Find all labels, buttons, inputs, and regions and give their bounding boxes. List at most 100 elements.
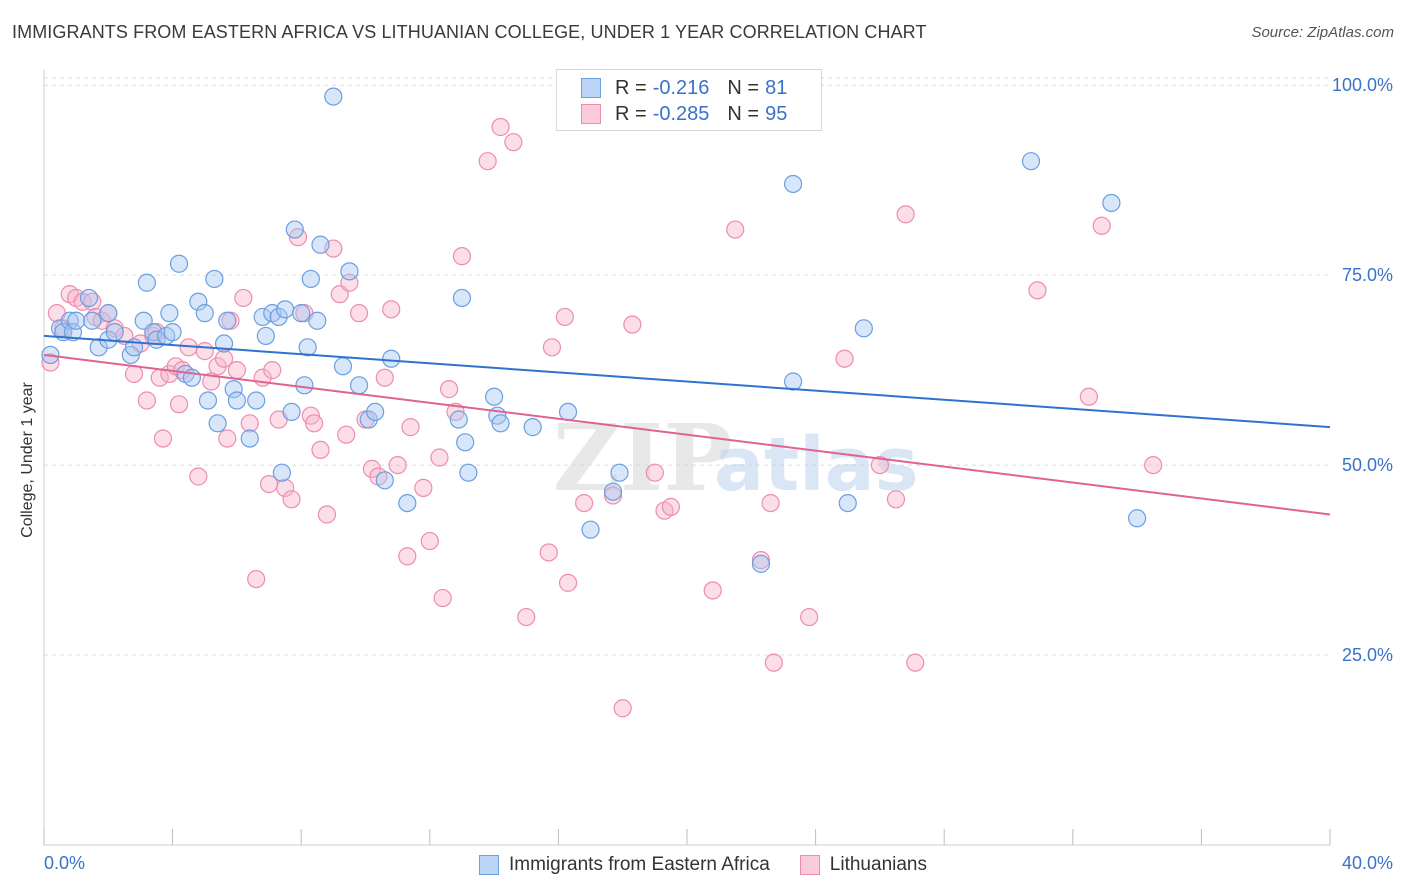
point-lithuanians — [613, 699, 632, 718]
point-lithuanians — [317, 505, 337, 524]
point-lithuanians — [124, 364, 144, 384]
point-eastern-africa — [491, 414, 510, 433]
point-lithuanians — [558, 573, 578, 592]
point-eastern-africa — [449, 410, 468, 429]
point-lithuanians — [282, 490, 301, 509]
point-eastern-africa — [240, 429, 259, 448]
point-lithuanians — [414, 478, 433, 497]
point-eastern-africa — [366, 402, 385, 422]
point-lithuanians — [703, 581, 722, 600]
point-lithuanians — [375, 368, 394, 387]
point-lithuanians — [304, 414, 324, 433]
point-lithuanians — [906, 653, 925, 672]
point-eastern-africa — [751, 554, 771, 573]
point-lithuanians — [886, 490, 906, 509]
point-eastern-africa — [485, 387, 504, 406]
point-lithuanians — [41, 353, 60, 372]
point-lithuanians — [227, 361, 246, 380]
point-eastern-africa — [189, 292, 208, 311]
point-eastern-africa — [349, 376, 369, 395]
pink-swatch-icon — [799, 855, 820, 875]
point-lithuanians — [276, 478, 295, 497]
r-value-blue: -0.216 — [652, 76, 710, 99]
y-tick-label: 75.0% — [1342, 265, 1393, 285]
point-eastern-africa — [137, 273, 156, 292]
point-lithuanians — [1079, 387, 1098, 406]
source-label: Source: ZipAtlas.com — [1251, 24, 1394, 41]
stats-legend: R = -0.216 N = 81 R = -0.285 N = 95 — [556, 69, 822, 131]
chart-title: IMMIGRANTS FROM EASTERN AFRICA VS LITHUA… — [12, 22, 927, 42]
y-axis-label: College, Under 1 year — [19, 382, 36, 538]
point-eastern-africa — [99, 304, 118, 323]
point-lithuanians — [491, 117, 510, 137]
point-eastern-africa — [218, 311, 237, 330]
point-lithuanians — [362, 459, 382, 478]
point-lithuanians — [398, 547, 417, 566]
point-lithuanians — [420, 531, 439, 551]
point-eastern-africa — [854, 319, 873, 338]
pink-swatch-icon — [581, 104, 601, 124]
point-eastern-africa — [398, 493, 417, 513]
blue-swatch-icon — [479, 855, 499, 875]
r-value-pink: -0.285 — [652, 102, 710, 125]
point-lithuanians — [430, 448, 449, 467]
point-eastern-africa — [292, 304, 311, 323]
point-lithuanians — [645, 463, 664, 482]
n-value-pink: 95 — [765, 102, 788, 125]
point-lithuanians — [401, 418, 420, 437]
point-eastern-africa — [269, 307, 288, 327]
point-eastern-africa — [67, 311, 86, 330]
n-value-blue: 81 — [765, 76, 788, 99]
point-lithuanians — [517, 607, 536, 627]
point-eastern-africa — [783, 372, 803, 391]
point-eastern-africa — [1102, 193, 1121, 213]
point-lithuanians — [349, 304, 369, 323]
point-eastern-africa — [603, 482, 623, 501]
point-eastern-africa — [79, 288, 99, 308]
point-lithuanians — [439, 380, 459, 399]
point-eastern-africa — [838, 493, 857, 513]
point-eastern-africa — [256, 326, 275, 346]
legend-item-eastern-africa[interactable]: Immigrants from Eastern Africa — [479, 854, 770, 876]
point-lithuanians — [137, 391, 156, 410]
trendline-lithuanians — [43, 353, 1331, 516]
point-lithuanians — [1144, 455, 1163, 475]
point-eastern-africa — [160, 304, 179, 323]
point-lithuanians — [153, 429, 173, 448]
point-lithuanians — [240, 414, 259, 433]
x-tick-label-max: 40.0% — [1342, 853, 1393, 873]
n-label: N = — [727, 102, 760, 125]
point-eastern-africa — [308, 311, 327, 330]
point-eastern-africa — [63, 323, 83, 342]
point-lithuanians — [195, 342, 214, 361]
stats-legend-row-blue: R = -0.216 N = 81 — [581, 75, 787, 101]
point-eastern-africa — [610, 463, 629, 482]
point-eastern-africa — [581, 520, 600, 539]
point-lithuanians — [870, 455, 890, 475]
point-eastern-africa — [198, 391, 218, 410]
point-eastern-africa — [60, 311, 79, 330]
point-eastern-africa — [1127, 509, 1147, 528]
point-lithuanians — [539, 543, 558, 562]
point-lithuanians — [208, 357, 227, 376]
trendline-eastern-africa — [43, 334, 1331, 429]
point-lithuanians — [263, 361, 282, 380]
point-eastern-africa — [295, 376, 314, 395]
point-lithuanians — [623, 315, 642, 334]
point-eastern-africa — [253, 307, 272, 327]
point-eastern-africa — [340, 262, 359, 281]
point-eastern-africa — [333, 357, 353, 376]
point-lithuanians — [1092, 216, 1111, 235]
point-lithuanians — [603, 486, 623, 505]
point-lithuanians — [761, 493, 780, 513]
point-lithuanians — [478, 152, 497, 171]
point-eastern-africa — [456, 433, 475, 452]
n-label: N = — [727, 76, 760, 99]
point-lithuanians — [751, 550, 771, 570]
blue-swatch-icon — [581, 78, 601, 98]
legend-item-lithuanians[interactable]: Lithuanians — [799, 854, 927, 876]
point-eastern-africa — [195, 304, 214, 323]
point-eastern-africa — [298, 338, 317, 357]
point-lithuanians — [661, 497, 681, 516]
